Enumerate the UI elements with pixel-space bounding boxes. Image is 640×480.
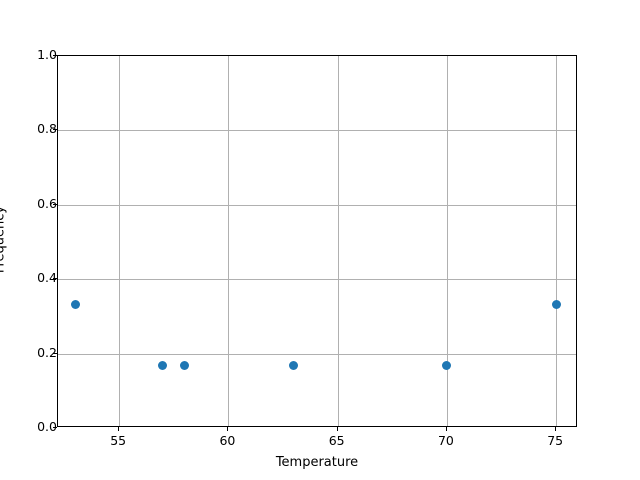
y-axis-tick-label: 1.0 xyxy=(37,47,57,62)
gridline-vertical xyxy=(119,56,121,426)
plot-axes xyxy=(57,55,577,427)
x-axis-tick-label: 55 xyxy=(110,433,127,448)
x-axis-label: Temperature xyxy=(275,455,359,470)
y-axis-tick-label: 0.0 xyxy=(37,419,57,434)
scatter-point xyxy=(551,299,561,309)
y-axis-tick xyxy=(53,129,57,131)
gridline-vertical xyxy=(337,56,339,426)
scatter-point xyxy=(289,361,299,371)
y-axis-tick-label: 0.4 xyxy=(37,270,57,286)
gridline-horizontal xyxy=(58,353,576,355)
x-axis-tick xyxy=(336,427,338,431)
y-axis-tick xyxy=(53,203,57,205)
scatter-series xyxy=(58,56,576,426)
x-axis-tick xyxy=(227,427,229,431)
gridline-vertical xyxy=(228,56,230,426)
gridline-horizontal xyxy=(58,130,576,132)
scatter-point xyxy=(158,361,168,371)
grid-layer xyxy=(58,56,576,426)
x-axis-tick-label: 70 xyxy=(437,433,454,448)
y-axis-tick xyxy=(53,352,57,354)
y-axis-tick-label: 0.6 xyxy=(37,195,57,211)
gridline-horizontal xyxy=(58,279,576,281)
y-axis-tick xyxy=(53,278,57,280)
x-axis-tick-label: 65 xyxy=(328,433,345,448)
scatter-point xyxy=(70,299,80,309)
gridline-vertical xyxy=(446,56,448,426)
x-axis-tick-label: 75 xyxy=(547,433,564,448)
y-axis-tick-label: 0.2 xyxy=(37,344,57,360)
y-axis-label: Frequency xyxy=(0,205,8,274)
x-axis-tick-label: 60 xyxy=(219,433,236,448)
x-axis-tick xyxy=(445,427,447,431)
x-axis-tick xyxy=(555,427,557,431)
x-axis-tick xyxy=(118,427,120,431)
gridline-vertical xyxy=(556,56,558,426)
gridline-horizontal xyxy=(58,204,576,206)
scatter-point xyxy=(180,361,190,371)
scatter-point xyxy=(442,361,452,371)
y-axis-tick xyxy=(53,427,57,428)
y-axis-tick xyxy=(53,55,57,56)
y-axis-tick-label: 0.8 xyxy=(37,121,57,137)
